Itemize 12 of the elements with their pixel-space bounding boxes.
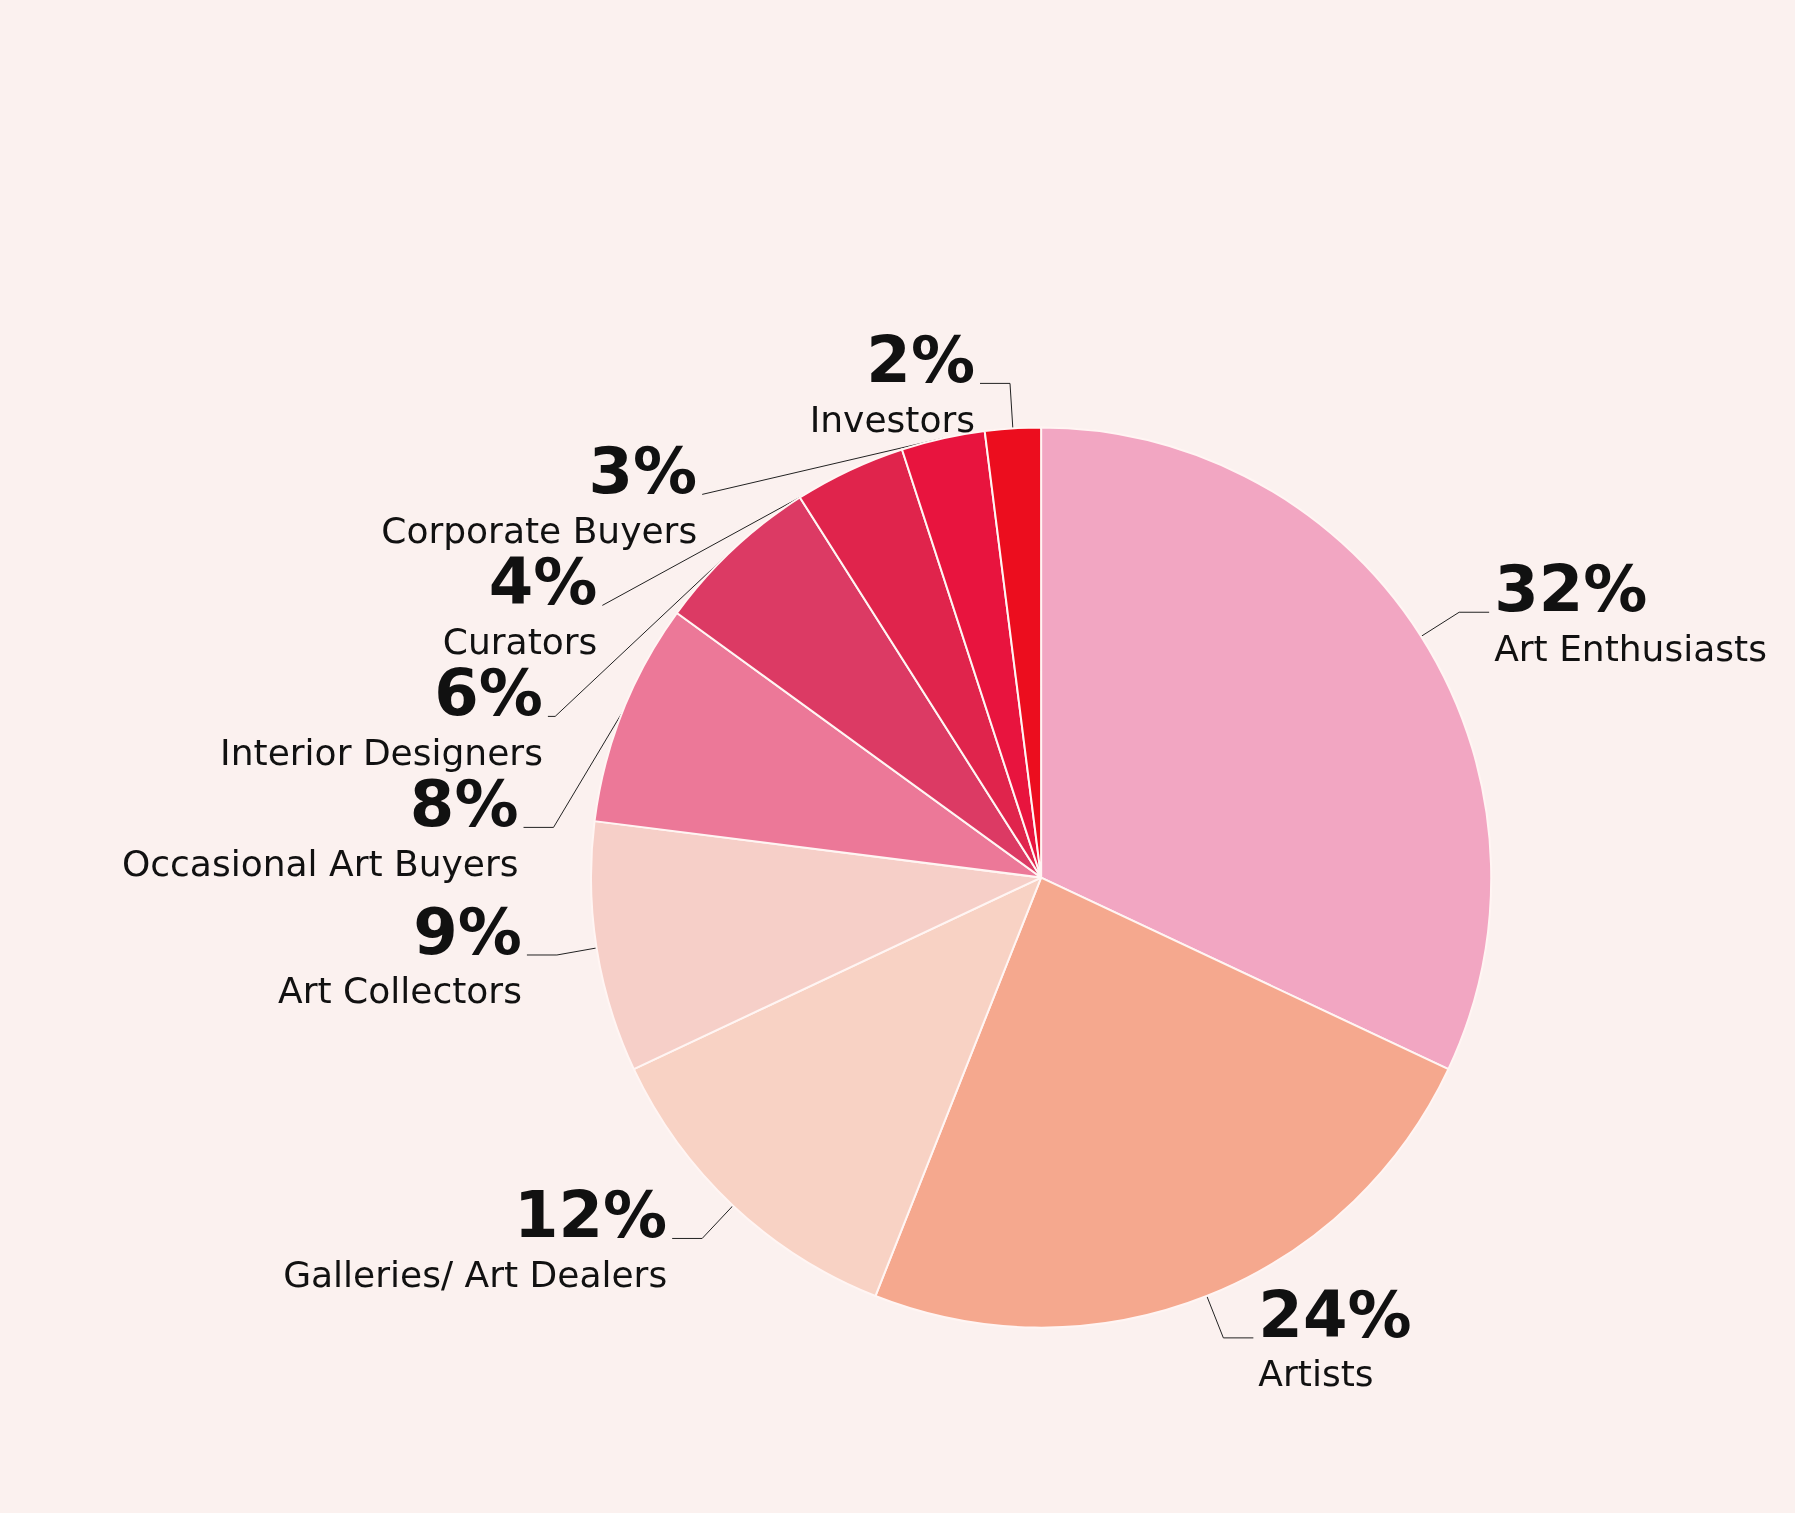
slice-label: Art Enthusiasts — [1494, 627, 1767, 669]
data-label: 9% — [413, 894, 522, 969]
slice-label: Artists — [1258, 1353, 1374, 1395]
data-label: 24% — [1258, 1277, 1412, 1352]
slice-label: Occasional Art Buyers — [121, 842, 519, 884]
slice-label: Investors — [809, 398, 976, 440]
data-label: 2% — [866, 323, 976, 398]
slice-label: Art Collectors — [278, 970, 522, 1012]
data-label: 32% — [1494, 552, 1648, 627]
slice-label: Galleries/ Art Dealers — [283, 1253, 668, 1295]
data-label: 3% — [588, 434, 698, 509]
data-label: 12% — [513, 1178, 668, 1253]
